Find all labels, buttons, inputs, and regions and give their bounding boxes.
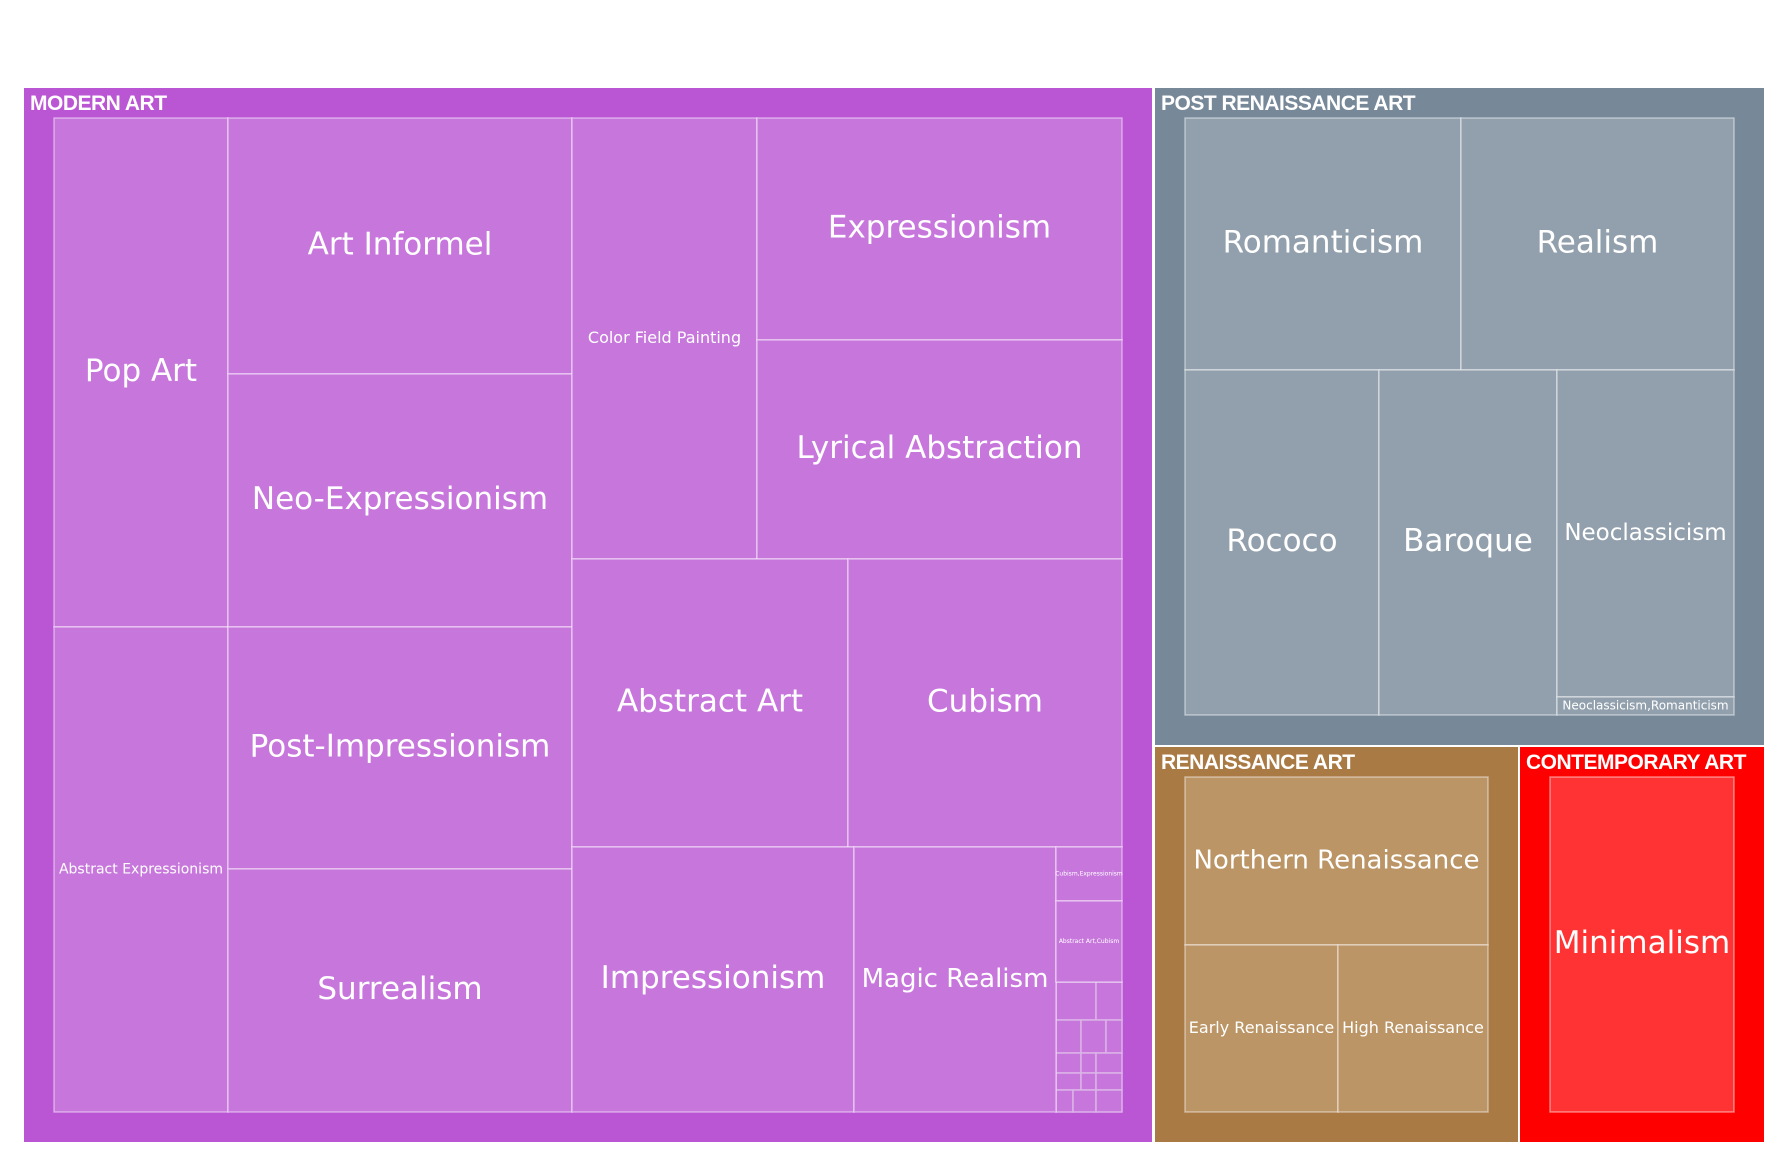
minor-leaf-cell	[1095, 1072, 1123, 1091]
leaf-surrealism[interactable]: Surrealism	[227, 868, 573, 1113]
leaf-label: Neoclassicism,Romanticism	[1562, 699, 1728, 713]
minor-leaf-cell	[1055, 1019, 1082, 1054]
leaf-rect	[53, 117, 229, 628]
leaf-rect	[1556, 696, 1735, 716]
leaf-label: Early Renaissance	[1189, 1018, 1334, 1037]
leaf-realism[interactable]: Realism	[1460, 117, 1735, 371]
leaf-high-renaissance[interactable]: High Renaissance	[1337, 944, 1489, 1113]
leaf-label: Cubism,Expressionism	[1055, 871, 1123, 878]
leaf-label: Abstract Art	[617, 684, 803, 720]
leaf-post-impressionism[interactable]: Post-Impressionism	[227, 626, 573, 870]
group-renaissance-art[interactable]: RENAISSANCE ART Northern Renaissance Early…	[1155, 747, 1518, 1142]
leaf-rect	[1337, 944, 1489, 1113]
minor-leaf-cell	[1080, 1052, 1097, 1074]
leaf-neoclassicism[interactable]: Neoclassicism	[1556, 369, 1735, 698]
leaf-magic-realism[interactable]: Magic Realism	[853, 846, 1057, 1113]
leaf-label: Abstract Art,Cubism	[1059, 938, 1120, 945]
leaf-label: Post-Impressionism	[250, 729, 551, 765]
leaf-minimalism[interactable]: Minimalism	[1549, 776, 1735, 1113]
leaf-rect	[1378, 369, 1558, 716]
leaf-rect	[756, 339, 1123, 560]
leaf-label: Cubism	[927, 684, 1043, 720]
leaf-expressionism[interactable]: Expressionism	[756, 117, 1123, 341]
leaf-label: High Renaissance	[1342, 1018, 1484, 1037]
leaf-label: Realism	[1537, 225, 1659, 261]
leaf-rococo[interactable]: Rococo	[1184, 369, 1380, 716]
leaf-neo-expressionism[interactable]: Neo-Expressionism	[227, 373, 573, 628]
leaf-rect	[1556, 369, 1735, 698]
group-post-renaissance-art[interactable]: POST RENAISSANCE ART Romanticism Realism Ro…	[1155, 88, 1764, 745]
leaf-label: Neoclassicism	[1564, 520, 1726, 546]
minor-leaf-cell	[1095, 1052, 1123, 1074]
leaf-cubism-expressionism[interactable]: Cubism,Expressionism	[1055, 846, 1123, 902]
leaf-rect	[1460, 117, 1735, 371]
leaf-label: Magic Realism	[862, 964, 1049, 994]
leaf-rect	[571, 117, 758, 560]
leaf-label: Impressionism	[601, 960, 826, 996]
leaf-rect	[227, 117, 573, 375]
leaf-rect	[1184, 369, 1380, 716]
leaf-abstract-art[interactable]: Abstract Art	[571, 558, 849, 848]
leaf-label: Northern Renaissance	[1193, 846, 1479, 876]
leaf-rect	[571, 846, 855, 1113]
leaf-early-renaissance[interactable]: Early Renaissance	[1184, 944, 1339, 1113]
leaf-northern-renaissance[interactable]: Northern Renaissance	[1184, 776, 1489, 946]
leaf-art-informel[interactable]: Art Informel	[227, 117, 573, 375]
leaf-impressionism[interactable]: Impressionism	[571, 846, 855, 1113]
leaf-rect	[853, 846, 1057, 1113]
leaf-label: Minimalism	[1554, 925, 1730, 961]
group-label: POST RENAISSANCE ART	[1161, 92, 1416, 115]
leaf-label: Pop Art	[85, 353, 197, 389]
leaf-rect	[227, 373, 573, 628]
leaf-baroque[interactable]: Baroque	[1378, 369, 1558, 716]
minor-leaf-cell	[1095, 1089, 1123, 1113]
group-contemporary-art[interactable]: CONTEMPORARY ART Minimalism	[1520, 747, 1764, 1142]
leaf-label: Rococo	[1226, 523, 1337, 559]
leaf-romanticism[interactable]: Romanticism	[1184, 117, 1462, 371]
leaf-cubism[interactable]: Cubism	[847, 558, 1123, 848]
leaf-label: Baroque	[1403, 523, 1533, 559]
minor-leaf-cell	[1080, 1019, 1107, 1054]
leaf-color-field-painting[interactable]: Color Field Painting	[571, 117, 758, 560]
minor-leaf-cell	[1105, 1019, 1123, 1054]
leaf-label: Romanticism	[1223, 225, 1424, 261]
group-modern-art[interactable]: MODERN ART Pop Art Abstract Expressionism A…	[24, 88, 1152, 1142]
minor-leaf-cell	[1055, 1052, 1082, 1074]
leaf-label: Art Informel	[308, 227, 493, 263]
minor-leaf-cell	[1055, 981, 1097, 1021]
leaf-neoclassicism-romanticism[interactable]: Neoclassicism,Romanticism	[1556, 696, 1735, 716]
leaf-rect	[571, 558, 849, 848]
leaf-label: Abstract Expressionism	[59, 862, 223, 878]
leaf-label: Lyrical Abstraction	[797, 430, 1083, 466]
minor-leaf-cell	[1072, 1089, 1097, 1113]
minor-leaf-cell	[1080, 1072, 1097, 1091]
leaf-pop-art[interactable]: Pop Art	[53, 117, 229, 628]
minor-leaf-cell	[1055, 1089, 1074, 1113]
leaf-label: Expressionism	[828, 210, 1051, 246]
leaf-label: Color Field Painting	[588, 328, 741, 347]
leaf-label: Surrealism	[317, 971, 482, 1007]
leaf-lyrical-abstraction[interactable]: Lyrical Abstraction	[756, 339, 1123, 560]
leaf-rect	[227, 868, 573, 1113]
group-label: CONTEMPORARY ART	[1526, 751, 1747, 774]
leaf-rect	[1055, 846, 1123, 902]
group-label: RENAISSANCE ART	[1161, 751, 1355, 774]
leaf-label: Neo-Expressionism	[252, 481, 548, 517]
leaf-rect	[53, 626, 229, 1113]
group-label: MODERN ART	[30, 92, 167, 115]
minor-leaf-cell	[1095, 981, 1123, 1021]
minor-leaf-cell	[1055, 1072, 1082, 1091]
leaf-abstract-expressionism[interactable]: Abstract Expressionism	[53, 626, 229, 1113]
leaf-rect	[756, 117, 1123, 341]
leaf-rect	[1184, 944, 1339, 1113]
leaf-abstract-art-cubism[interactable]: Abstract Art,Cubism	[1055, 900, 1123, 983]
leaf-rect	[1055, 900, 1123, 983]
leaf-rect	[1549, 776, 1735, 1113]
